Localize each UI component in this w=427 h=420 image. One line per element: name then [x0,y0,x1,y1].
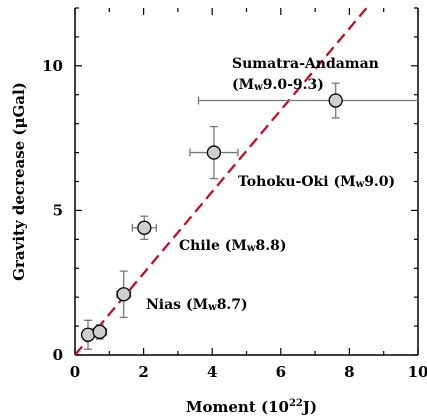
x-tick-label: 4 [207,363,217,381]
x-tick-label: 2 [138,363,148,381]
y-tick-label: 5 [53,201,63,219]
annotation-layer: Nias (Mw8.7) Chile (Mw8.8) Tohoku-Oki (Mw9… [146,56,395,313]
data-point [92,324,107,340]
y-tick-label: 0 [53,346,63,364]
x-axis-title: Moment (1022J) [186,398,317,416]
data-point [80,327,96,342]
data-point [116,287,131,302]
y-tick-label: 10 [42,57,63,75]
annotation-nias: Nias (Mw8.7) [146,297,248,313]
x-tick-label: 8 [344,363,354,381]
data-point [328,93,343,108]
annotation-chile: Chile (Mw8.8) [179,238,286,254]
axes: 0 2 4 6 8 10 0 5 10 [42,7,427,381]
points-layer [80,93,343,342]
data-point [206,145,222,160]
errorbar-layer [83,82,418,350]
annotation-sumatra1: Sumatra-Andaman [232,56,379,72]
annotation-tohoku: Tohoku-Oki (Mw9.0) [238,174,395,190]
x-tick-label: 0 [70,363,80,381]
annotation-sumatra2: (Mw9.0-9.3) [232,77,324,93]
y-axis-title: Gravity decrease (μGal) [10,82,28,281]
x-tick-label: 10 [408,363,427,381]
x-tick-label: 6 [276,363,286,381]
data-point [137,220,152,235]
axis-titles: Moment (1022J) Gravity decrease (μGal) [10,82,317,416]
